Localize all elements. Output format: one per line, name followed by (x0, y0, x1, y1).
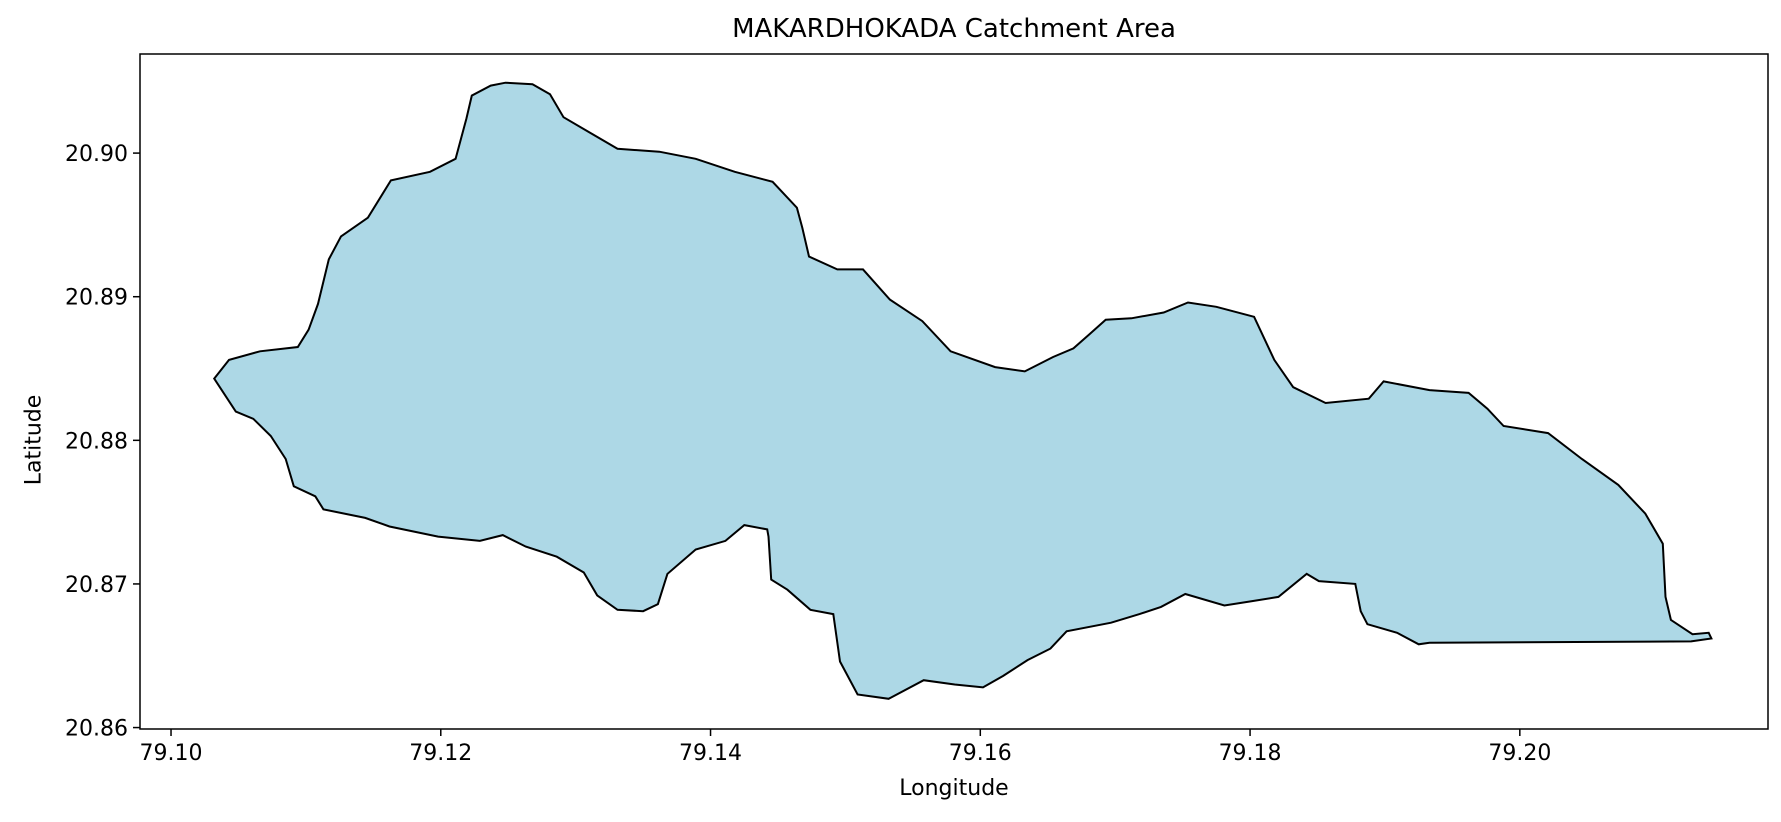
catchment-polygon (212, 81, 1713, 700)
x-axis-ticks: 79.10 79.12 79.14 79.16 79.18 79.20 (140, 729, 1551, 766)
chart-title: MAKARDHOKADA Catchment Area (732, 14, 1176, 44)
y-tick-label: 20.86 (65, 717, 128, 742)
y-tick-label: 20.89 (65, 286, 128, 311)
y-axis-ticks: 20.86 20.87 20.88 20.89 20.90 (65, 142, 140, 742)
y-tick-label: 20.88 (65, 429, 128, 454)
x-tick-label: 79.10 (140, 741, 203, 766)
y-tick-label: 20.87 (65, 573, 128, 598)
x-axis-label: Longitude (899, 776, 1009, 801)
x-tick-label: 79.12 (409, 741, 472, 766)
x-tick-label: 79.16 (949, 741, 1012, 766)
y-axis-label: Latitude (21, 394, 47, 486)
x-tick-label: 79.18 (1219, 741, 1282, 766)
y-tick-label: 20.90 (65, 142, 128, 167)
x-tick-label: 79.14 (679, 741, 742, 766)
axes-frame (139, 53, 1769, 730)
x-tick-label: 79.20 (1488, 741, 1551, 766)
plot-area (139, 53, 1769, 730)
